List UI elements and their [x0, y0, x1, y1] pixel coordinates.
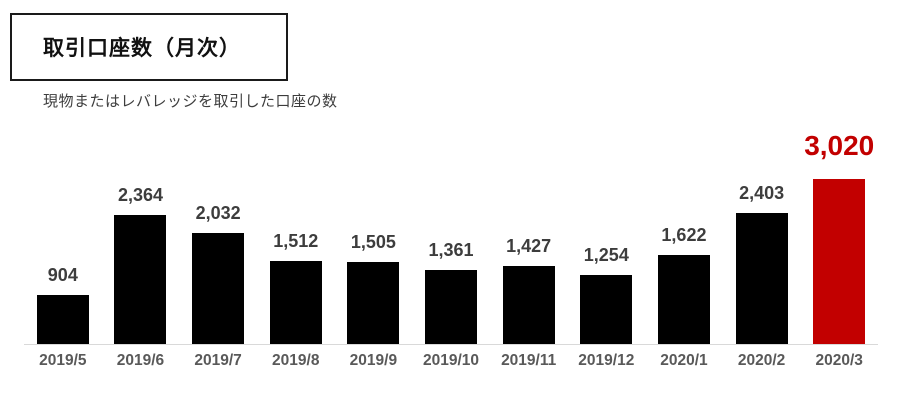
bar [502, 266, 555, 344]
bar [347, 262, 400, 344]
bar-value-label: 1,254 [583, 245, 629, 265]
bar-chart: 904 2,364 2,032 1,512 1,505 1,361 1,427 1,254 1,… [24, 130, 878, 370]
x-axis-tick-label: 2020/2 [737, 352, 786, 369]
bar-column: 1,254 [567, 245, 645, 344]
x-axis-tick-label: 2019/10 [423, 352, 480, 369]
bar [580, 275, 633, 344]
bar-column: 904 [24, 265, 102, 344]
bar-column: 1,622 [645, 225, 723, 344]
bar-value-label: 1,427 [506, 236, 552, 256]
x-axis-tick-label: 2020/3 [815, 352, 863, 369]
bar-column-highlighted: 3,020 [800, 129, 878, 344]
x-axis-tick-label: 2020/1 [660, 352, 708, 369]
x-axis-labels: 2019/5 2019/6 2019/7 2019/8 2019/9 2019/10 201… [24, 345, 878, 370]
bar-value-label: 1,622 [661, 225, 707, 245]
x-axis-tick-label: 2019/8 [272, 352, 320, 369]
bar-highlighted [813, 179, 866, 344]
bar-value-label: 2,032 [195, 203, 241, 223]
bar [192, 233, 245, 344]
chart-subtitle: 現物またはレバレッジを取引した口座の数 [43, 93, 338, 110]
bar [114, 215, 167, 344]
plot-area: 904 2,364 2,032 1,512 1,505 1,361 1,427 1,254 1,… [24, 130, 878, 345]
bar-column: 2,364 [102, 185, 180, 344]
x-axis-tick-label: 2019/5 [39, 352, 87, 369]
bar-value-label: 1,361 [428, 240, 474, 260]
bar [36, 295, 89, 344]
x-axis-tick-label: 2019/12 [578, 352, 635, 369]
title-box: 取引口座数（月次） [10, 13, 288, 81]
x-axis-tick-label: 2019/6 [116, 352, 165, 369]
bar [735, 213, 788, 344]
bar-value-label: 1,512 [273, 231, 319, 251]
bar-column: 2,403 [723, 183, 801, 344]
bar-value-label: 904 [47, 265, 78, 285]
page-title: 取引口座数（月次） [43, 37, 241, 60]
x-axis-tick-label: 2019/11 [501, 352, 557, 369]
bar-value-label-highlighted: 3,020 [804, 130, 875, 161]
bar [425, 270, 478, 344]
bar [269, 261, 322, 344]
bar-column: 1,505 [335, 232, 413, 344]
bar-column: 2,032 [179, 203, 257, 344]
bar-value-label: 2,403 [739, 183, 785, 203]
x-axis-tick-label: 2019/9 [349, 352, 398, 369]
bar-value-label: 1,505 [350, 232, 396, 252]
bar [657, 255, 710, 344]
bar-column: 1,512 [257, 231, 335, 344]
bar-column: 1,361 [412, 240, 490, 344]
bar-value-label: 2,364 [117, 185, 163, 205]
bar-column: 1,427 [490, 236, 568, 344]
x-axis-tick-label: 2019/7 [194, 352, 242, 369]
